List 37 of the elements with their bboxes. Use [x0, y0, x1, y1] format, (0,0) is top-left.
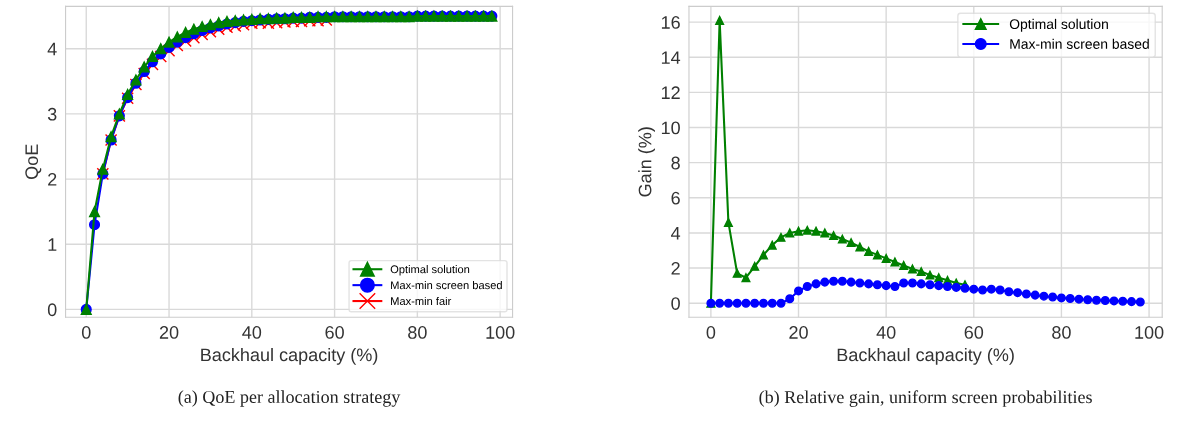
y-axis-title: Gain (%) — [638, 127, 655, 197]
y-tick-label: 12 — [661, 86, 680, 99]
text: (b) Relative gain, uniform screen probabilities — [759, 390, 1092, 407]
x-axis-title: Backhaul capacity (%) — [201, 347, 378, 365]
y-tick-label: 4 — [671, 227, 681, 240]
x-tick-label: 40 — [242, 326, 262, 339]
y-tick-label: 8 — [671, 156, 680, 170]
y-tick-label: 2 — [671, 262, 680, 275]
legend-label: Max-min fair — [391, 296, 452, 306]
y-tick-label: 6 — [671, 191, 680, 205]
y-tick-label: 0 — [671, 297, 680, 310]
legend-label: Optimal solution — [390, 265, 470, 276]
legend-label: Max-min screen based — [391, 280, 502, 290]
y-tick-label: 16 — [661, 16, 680, 29]
x-tick-label: 0 — [706, 326, 716, 339]
y-axis-title: QoE — [25, 144, 42, 180]
x-tick-label: 80 — [1052, 326, 1071, 339]
x-tick-label: 80 — [408, 326, 427, 339]
x-tick-label: 100 — [1135, 326, 1164, 339]
y-tick-label: 4 — [47, 42, 57, 56]
y-tick-label: 1 — [48, 238, 57, 251]
x-tick-label: 100 — [486, 326, 515, 339]
y-tick-label: 14 — [661, 51, 681, 64]
legend-label: Max-min screen based — [1010, 38, 1149, 49]
legend-label: Optimal solution — [1009, 18, 1108, 32]
x-tick-label: 60 — [964, 326, 984, 339]
x-tick-label: 0 — [81, 326, 91, 339]
y-tick-label: 3 — [47, 107, 57, 121]
y-tick-label: 10 — [661, 121, 680, 135]
x-tick-label: 20 — [159, 326, 179, 339]
text: (a) QoE per allocation strategy — [178, 390, 401, 407]
y-tick-label: 2 — [48, 173, 57, 186]
x-axis-title: Backhaul capacity (%) — [837, 347, 1014, 365]
x-tick-label: 40 — [876, 326, 896, 339]
x-tick-label: 60 — [325, 326, 344, 339]
y-tick-label: 0 — [47, 303, 57, 317]
x-tick-label: 20 — [789, 326, 808, 339]
